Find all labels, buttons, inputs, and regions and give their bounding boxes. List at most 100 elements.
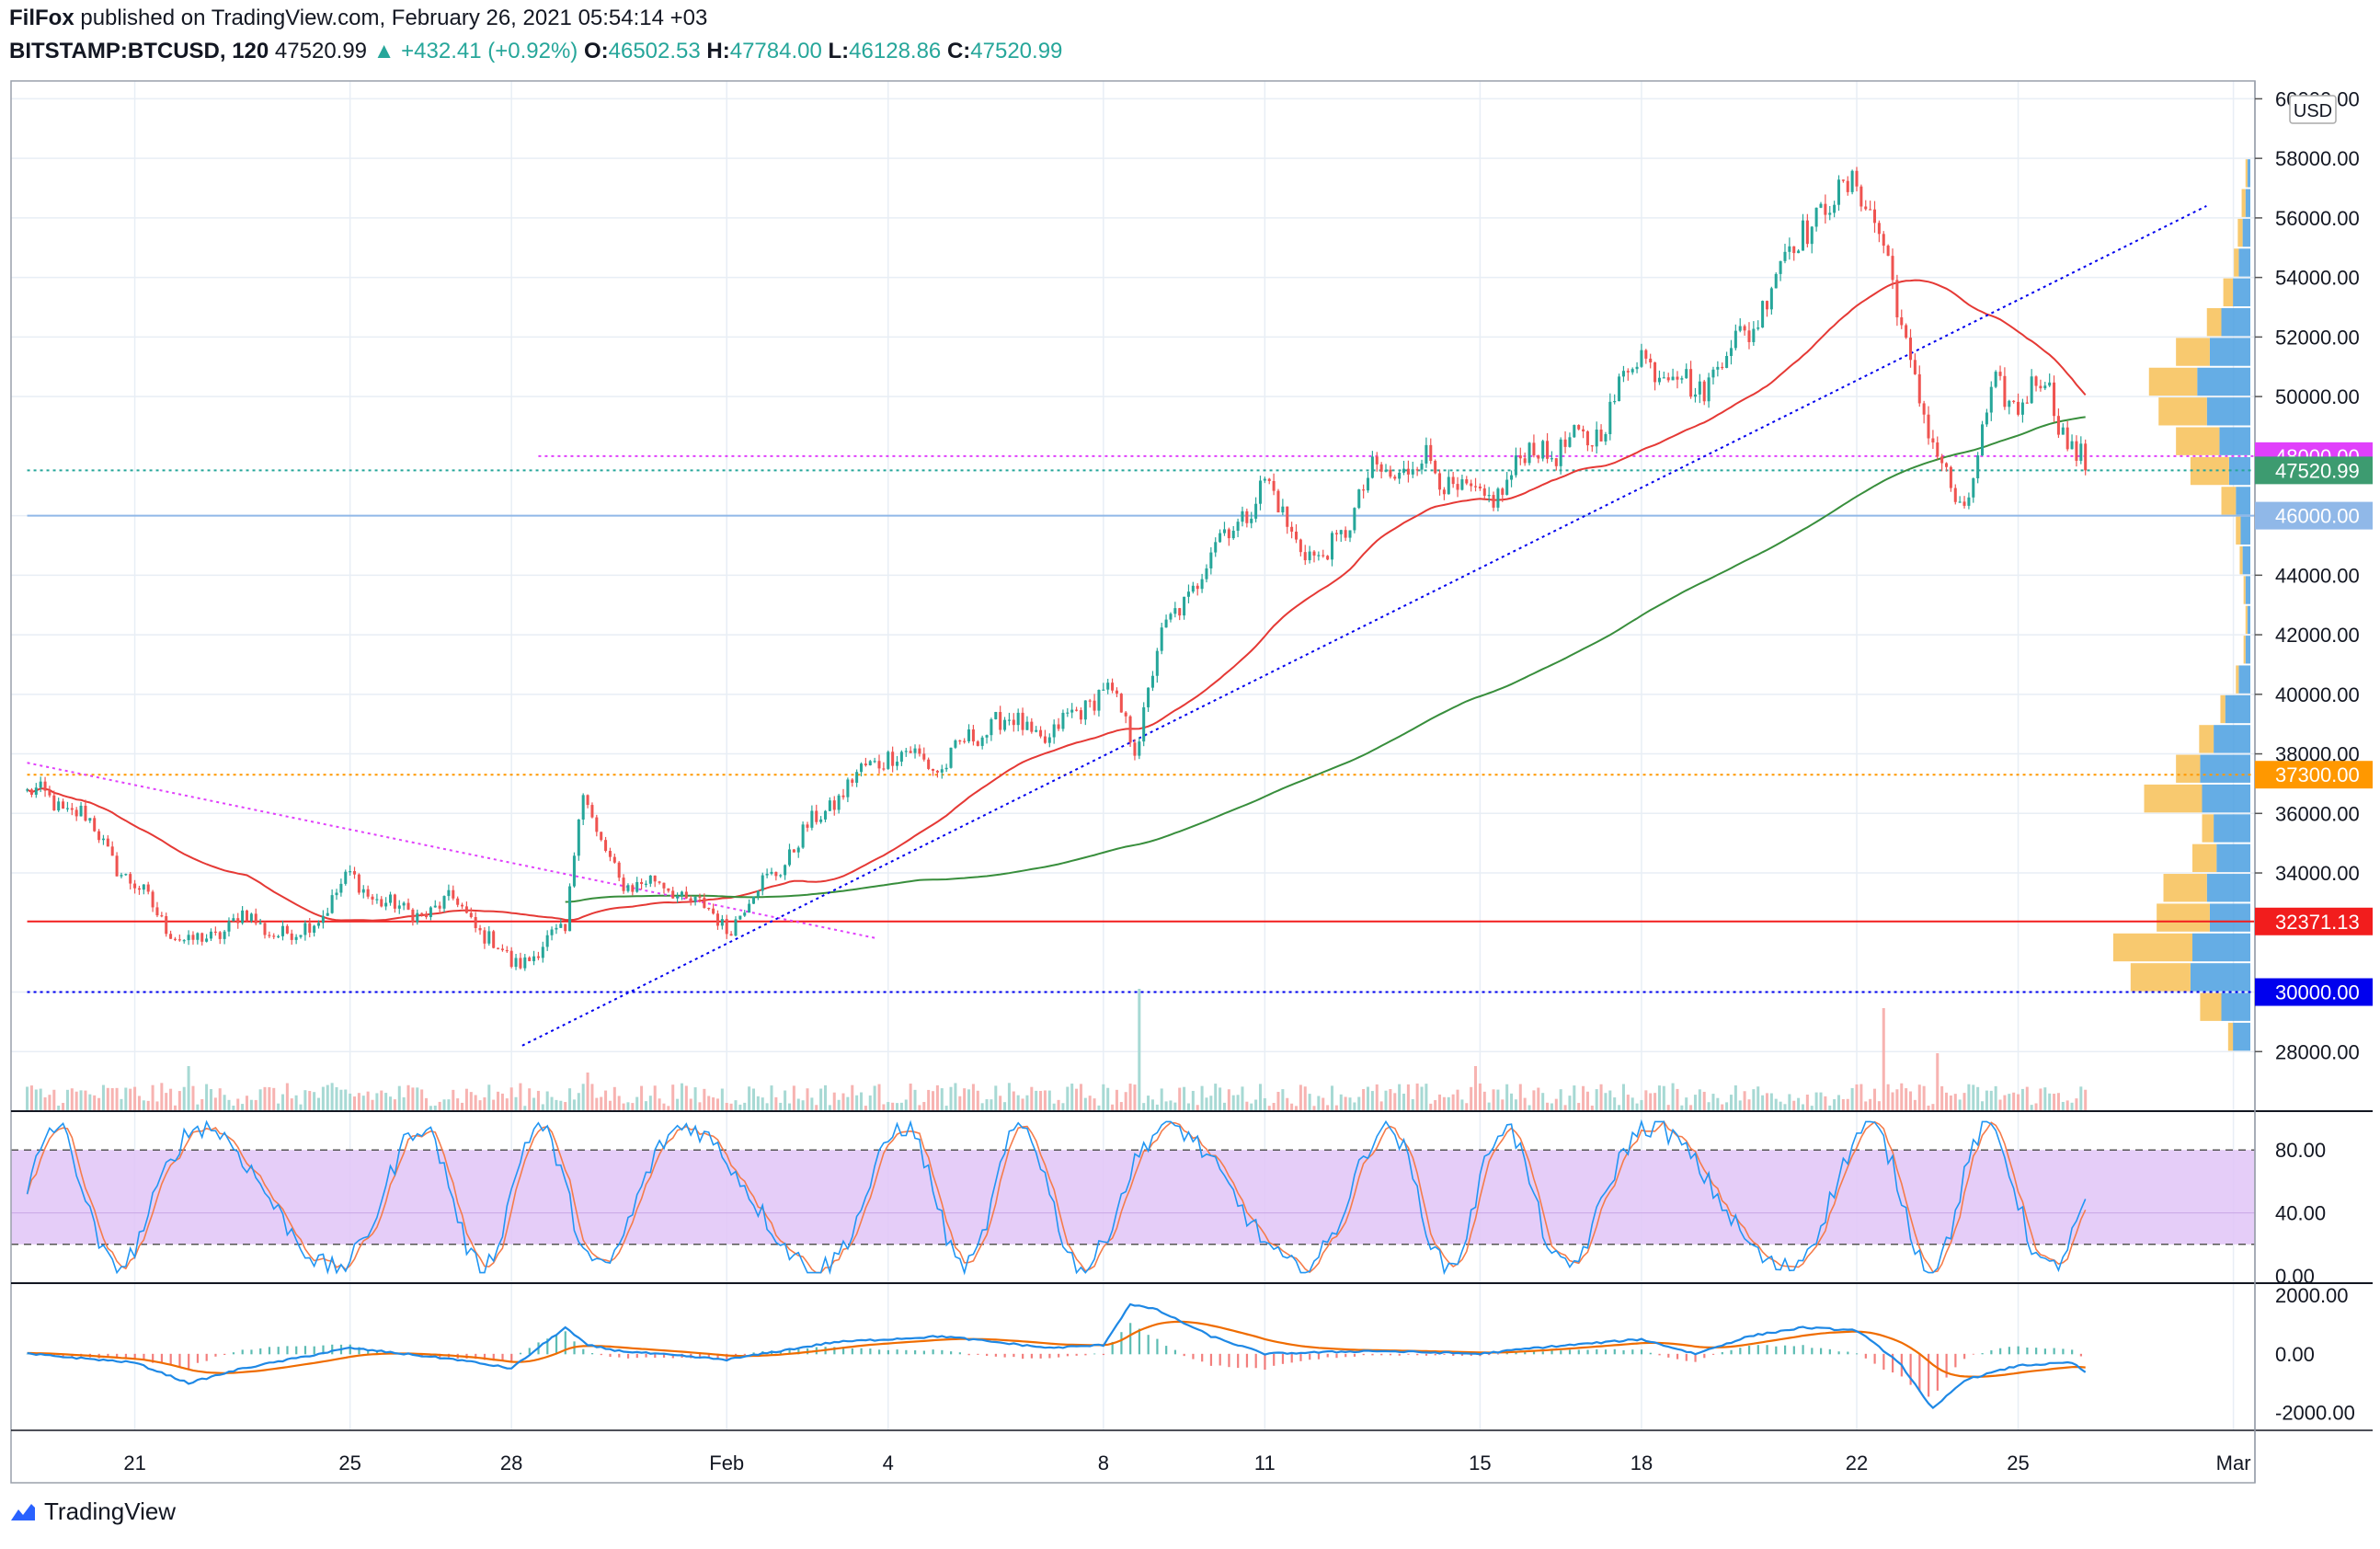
candle-body <box>1761 301 1765 328</box>
volume-bar <box>1334 1105 1338 1111</box>
stochastic-pane <box>11 1119 2255 1276</box>
volume-bar <box>612 1086 616 1111</box>
volume-bar <box>1124 1092 1127 1111</box>
volume-bar <box>1241 1086 1244 1111</box>
volume-bar <box>2079 1086 2083 1111</box>
candle-body <box>1474 486 1478 488</box>
candle-body <box>1721 366 1724 369</box>
candle-body <box>232 918 235 922</box>
volume-bar <box>994 1085 998 1111</box>
candle-body <box>1209 552 1213 568</box>
candle-body <box>1514 455 1517 476</box>
macd-histogram-bar <box>143 1353 145 1360</box>
candle-body <box>1267 478 1271 481</box>
candle-body <box>1501 488 1505 495</box>
candle-body <box>1698 381 1701 395</box>
volume-bar <box>712 1097 715 1111</box>
candle-body <box>272 935 276 937</box>
macd-histogram-bar <box>1586 1349 1589 1355</box>
candle-body <box>500 948 504 950</box>
candle-body <box>868 761 872 766</box>
volume-bar <box>1133 1084 1137 1111</box>
volume-bar <box>622 1103 625 1111</box>
candle-body <box>1173 608 1177 614</box>
candle-body <box>1254 503 1258 519</box>
volume-bar <box>339 1089 343 1111</box>
candle-body <box>770 871 773 874</box>
candle-body <box>671 890 675 899</box>
candle-body <box>963 740 967 742</box>
tradingview-footer[interactable]: TradingView <box>9 1497 176 1526</box>
volume-bar <box>218 1088 222 1111</box>
candle-body <box>608 850 612 857</box>
volume-bar <box>1577 1103 1581 1111</box>
candle-body <box>801 824 805 848</box>
candle-body <box>1640 350 1643 367</box>
volume-bar <box>456 1098 460 1111</box>
candle-body <box>1128 716 1132 743</box>
candle-body <box>1716 366 1720 370</box>
macd-histogram-bar <box>869 1348 872 1355</box>
macd-histogram-bar <box>1434 1353 1436 1356</box>
candle-body <box>1039 729 1043 737</box>
volume-profile-buy <box>2247 605 2250 635</box>
volume-bar <box>707 1096 711 1111</box>
volume-bar <box>765 1103 769 1111</box>
volume-bar <box>43 1097 47 1111</box>
candle-body <box>667 888 670 891</box>
candle-body <box>321 915 325 924</box>
stochastic-tick-label: 0.00 <box>2275 1265 2315 1288</box>
macd-histogram-bar <box>626 1353 630 1359</box>
volume-bar <box>1406 1084 1410 1111</box>
candle-body <box>536 956 540 958</box>
candle-body <box>693 896 697 902</box>
candle-body <box>205 938 209 942</box>
candle-body <box>1729 348 1733 356</box>
candle-body <box>1985 412 1988 425</box>
candle-body <box>1150 675 1154 688</box>
macd-histogram-bar <box>1739 1348 1742 1355</box>
macd-histogram-bar <box>707 1353 710 1359</box>
candle-body <box>1945 463 1949 467</box>
candle-body <box>1434 461 1437 474</box>
candle-body <box>550 929 554 935</box>
macd-histogram-bar <box>1380 1353 1383 1356</box>
volume-bar <box>1936 1053 1939 1111</box>
candle-body <box>1299 539 1302 553</box>
candle-body <box>1155 650 1159 676</box>
candle-body <box>1836 179 1841 205</box>
macd-histogram-bar <box>1129 1323 1132 1355</box>
volume-bar <box>438 1101 441 1111</box>
volume-bar <box>1196 1105 1199 1111</box>
volume-profile-sell <box>2245 159 2248 188</box>
macd-histogram-bar <box>2026 1347 2029 1355</box>
candle-body <box>980 737 984 746</box>
volume-profile-sell <box>2239 545 2243 575</box>
volume-bar <box>1913 1099 1917 1111</box>
volume-bar <box>1075 1088 1079 1111</box>
time-axis[interactable]: 21 25 28 Feb 4 8 11 15 18 22 25 Mar <box>123 1451 2250 1474</box>
candle-body <box>106 838 109 847</box>
volume-bar <box>985 1099 989 1111</box>
volume-bar <box>1066 1086 1070 1111</box>
volume-bar <box>1985 1090 1988 1111</box>
candle-body <box>1657 377 1661 383</box>
price-axis[interactable]: 60000.0058000.0056000.0054000.0052000.00… <box>2255 87 2360 1424</box>
candle-body <box>600 832 603 841</box>
macd-histogram-bar <box>726 1353 728 1360</box>
candle-body <box>1183 596 1186 616</box>
volume-bar <box>406 1084 410 1111</box>
macd-histogram-bar <box>1756 1345 1759 1355</box>
volume-bar <box>1398 1084 1402 1111</box>
macd-histogram-bar <box>1362 1353 1365 1356</box>
price-tick-label: 58000.00 <box>2275 147 2360 170</box>
candle-body <box>971 729 975 742</box>
volume-bar <box>182 1086 186 1111</box>
macd-histogram-bar <box>1084 1353 1087 1356</box>
candle-body <box>1312 551 1316 556</box>
volume-bar <box>97 1097 101 1111</box>
volume-bar <box>595 1097 599 1111</box>
candle-body <box>676 895 680 899</box>
candle-body <box>1219 533 1222 543</box>
